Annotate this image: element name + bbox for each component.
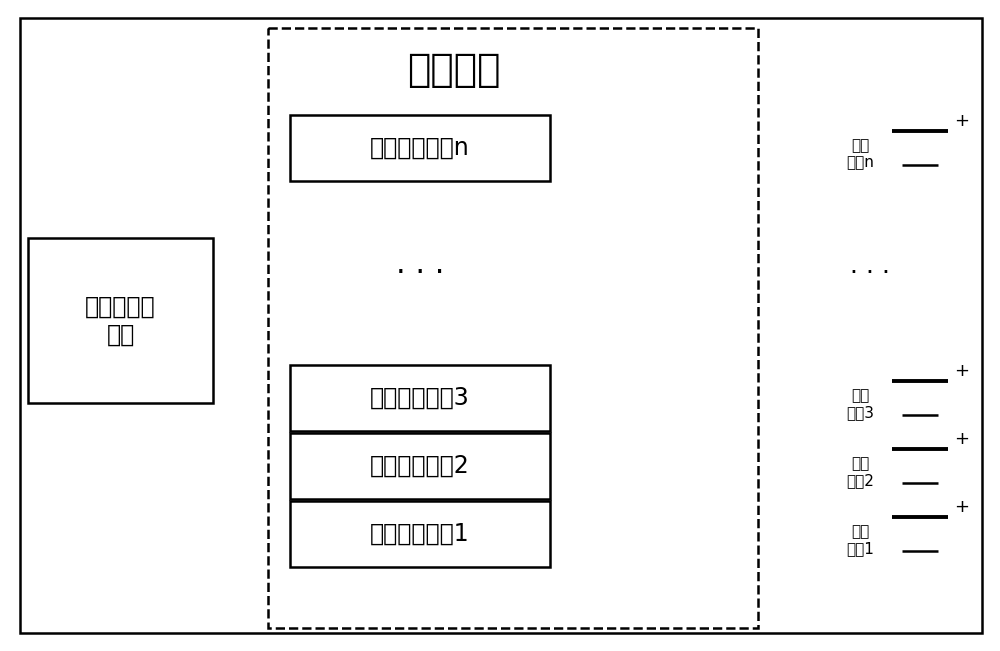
Text: 单体均衡模块2: 单体均衡模块2 [370,454,470,478]
Bar [28,238,213,403]
Text: 地面充放电
设备: 地面充放电 设备 [85,295,156,346]
Bar [290,365,550,431]
Text: 单体均衡模块1: 单体均衡模块1 [370,522,470,546]
Text: 电池
单体3: 电池 单体3 [846,388,874,420]
Bar [290,433,550,499]
Text: +: + [954,112,969,130]
Text: +: + [954,430,969,448]
Text: 电池
单体2: 电池 单体2 [846,456,874,488]
Text: 电池
单体1: 电池 单体1 [846,524,874,556]
Text: · · ·: · · · [850,261,890,285]
Text: 单体均衡模块n: 单体均衡模块n [370,136,470,160]
Bar [268,28,758,628]
Text: 连接底板: 连接底板 [407,51,501,89]
Text: +: + [954,362,969,380]
Text: · · ·: · · · [396,258,444,288]
Text: 电池
单体n: 电池 单体n [846,138,874,170]
Text: +: + [954,498,969,516]
Bar [290,115,550,181]
Text: 单体均衡模块3: 单体均衡模块3 [370,386,470,410]
Bar [290,501,550,567]
